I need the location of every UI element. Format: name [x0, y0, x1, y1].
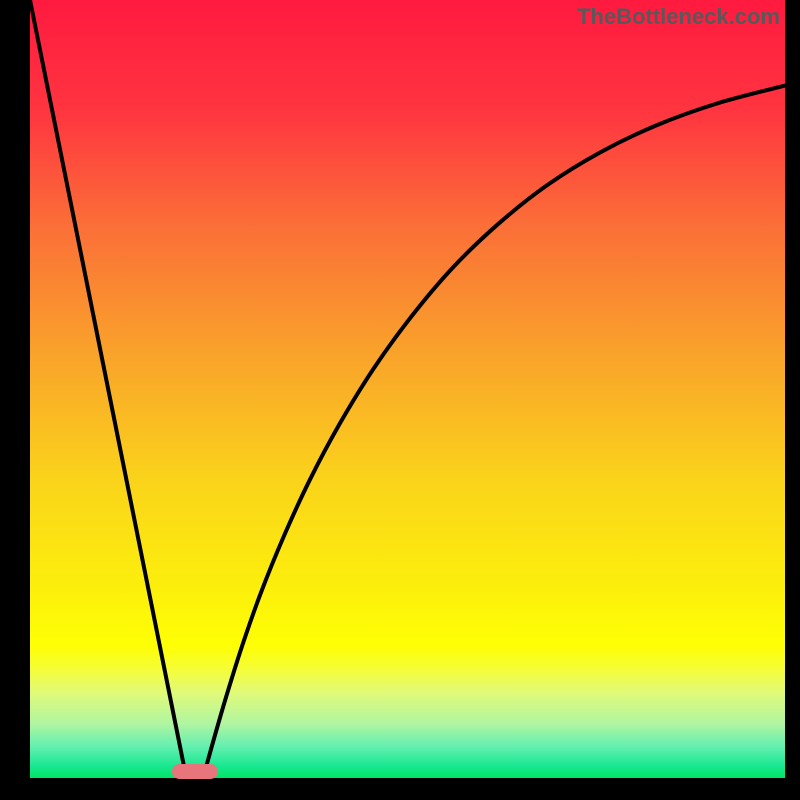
- watermark-text: TheBottleneck.com: [577, 4, 780, 30]
- watermark-label: TheBottleneck.com: [577, 4, 780, 29]
- bottleneck-marker: [172, 764, 218, 779]
- chart-container: TheBottleneck.com: [0, 0, 800, 800]
- curve-overlay: [30, 0, 785, 778]
- plot-area: [30, 0, 785, 778]
